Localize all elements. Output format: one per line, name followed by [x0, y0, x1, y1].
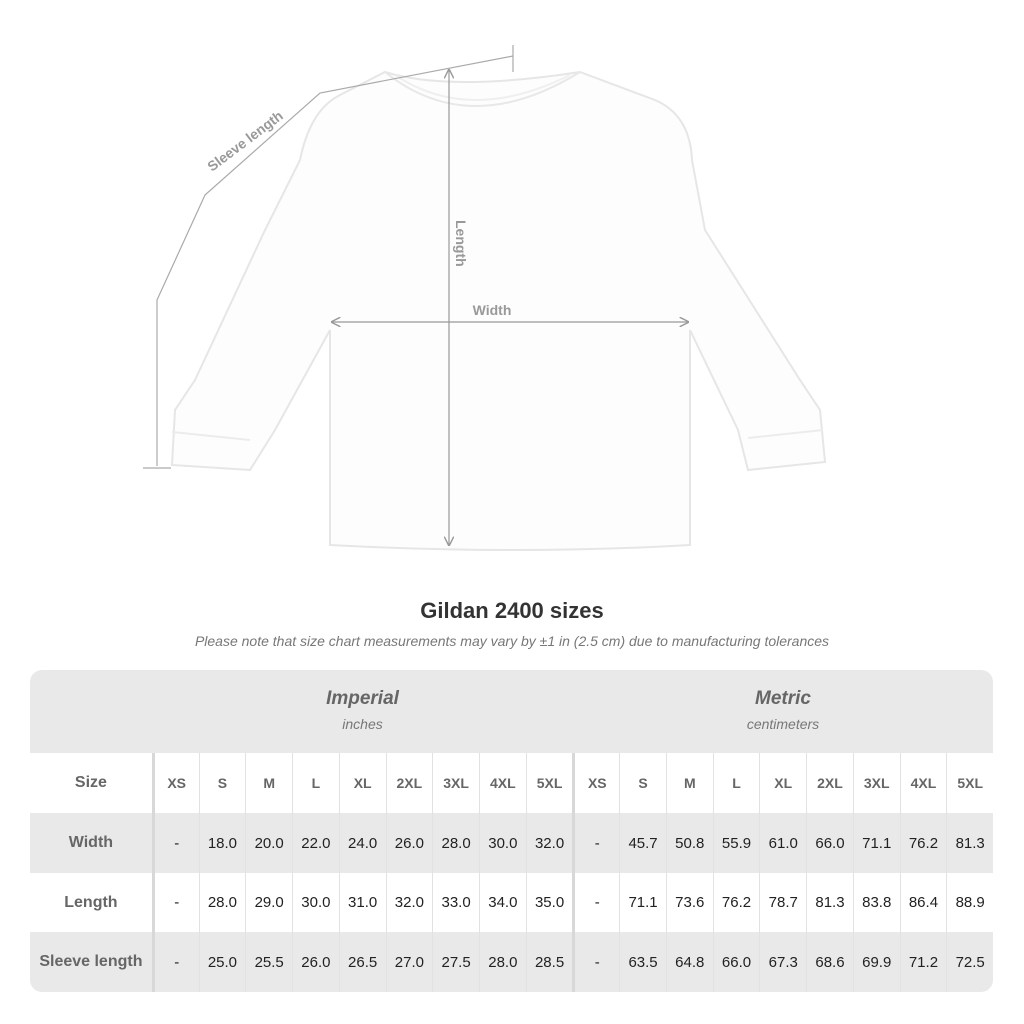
cell-imperial: - — [151, 932, 199, 992]
size-header-metric: 2XL — [806, 753, 853, 813]
size-label: Size — [74, 774, 107, 791]
cell-metric: 63.5 — [619, 932, 666, 992]
cell-metric: 72.5 — [946, 932, 993, 992]
size-header-imperial: S — [198, 753, 246, 813]
cell-metric: 71.1 — [852, 813, 900, 873]
cell-imperial: - — [151, 872, 199, 933]
cell-metric: 67.3 — [759, 932, 806, 992]
cell-imperial: 25.0 — [198, 932, 246, 992]
cell-imperial: 26.0 — [292, 932, 339, 992]
size-header-row: Size XS S M L XL 2XL 3XL 4XL 5XL XS S M L XL 2XL 3XL 4XL 5… — [30, 753, 993, 813]
tolerance-note: Please note that size chart measurements… — [194, 633, 830, 649]
cell-metric: 45.7 — [619, 813, 666, 873]
cell-imperial: 33.0 — [432, 872, 479, 933]
metric-unit: centimeters — [746, 716, 820, 732]
size-table: Imperial inches Metric centimeters Size X… — [30, 670, 993, 992]
imperial-title: Imperial — [326, 688, 399, 709]
cell-metric: 55.9 — [712, 813, 760, 873]
cell-imperial: 32.0 — [385, 872, 433, 933]
cell-metric: 61.0 — [759, 813, 806, 873]
cell-imperial: 22.0 — [292, 813, 339, 873]
cell-metric: 64.8 — [665, 932, 713, 992]
cell-metric: 76.2 — [712, 872, 760, 933]
width-label: Width — [473, 302, 512, 318]
cell-metric: 73.6 — [665, 872, 713, 933]
size-header-imperial: 3XL — [432, 753, 479, 813]
cell-metric: 71.1 — [619, 872, 666, 933]
cell-imperial: 35.0 — [525, 872, 573, 933]
metric-header: Metric centimeters — [573, 688, 993, 732]
length-label: Length — [453, 220, 469, 267]
size-header-metric: XL — [759, 753, 806, 813]
imperial-header: Imperial inches — [152, 688, 573, 732]
cell-metric: 66.0 — [806, 813, 853, 873]
cell-imperial: 34.0 — [478, 872, 526, 933]
units-header — [30, 670, 993, 753]
cell-imperial: 27.0 — [385, 932, 433, 992]
table-row: Sleeve length -25.0 25.5 26.0 26.5 27.0 27.5 28… — [30, 932, 993, 992]
cell-metric: 66.0 — [712, 932, 760, 992]
size-header-imperial: L — [292, 753, 339, 813]
cell-imperial: 29.0 — [245, 872, 292, 933]
cell-imperial: 26.0 — [385, 813, 433, 873]
cell-metric: 71.2 — [899, 932, 947, 992]
size-header-imperial: M — [245, 753, 292, 813]
cell-metric: 76.2 — [899, 813, 947, 873]
size-header-metric: S — [619, 753, 666, 813]
cell-metric: 68.6 — [806, 932, 853, 992]
cell-imperial: 20.0 — [245, 813, 292, 873]
row-label: Width — [68, 834, 114, 851]
size-header-imperial: 4XL — [478, 753, 526, 813]
table-row: Width -18.0 20.0 22.0 24.0 26.0 28.0 30.0 32.0-4… — [30, 813, 993, 873]
cell-metric: - — [572, 813, 619, 873]
cell-imperial: 18.0 — [198, 813, 246, 873]
cell-imperial: 30.0 — [478, 813, 526, 873]
size-header-metric: L — [712, 753, 760, 813]
cell-imperial: 26.5 — [338, 932, 386, 992]
cell-imperial: 28.0 — [198, 872, 246, 933]
cell-imperial: 30.0 — [292, 872, 339, 933]
cell-metric: 86.4 — [899, 872, 947, 933]
cell-imperial: - — [151, 813, 199, 873]
size-header-imperial: XS — [151, 753, 199, 813]
cell-imperial: 27.5 — [432, 932, 479, 992]
cell-metric: 81.3 — [806, 872, 853, 933]
cell-imperial: 32.0 — [525, 813, 573, 873]
size-header-metric: 5XL — [946, 753, 993, 813]
cell-metric: 88.9 — [946, 872, 993, 933]
shirt-image — [170, 70, 827, 551]
table-row: Length -28.0 29.0 30.0 31.0 32.0 33.0 34.0 35.0-… — [30, 872, 993, 933]
cell-metric: 81.3 — [946, 813, 993, 873]
row-label: Sleeve length — [39, 953, 143, 971]
sleeve-label: Sleeve length — [204, 107, 286, 174]
cell-metric: - — [572, 872, 619, 933]
sleeve-measure-line — [143, 45, 514, 469]
size-header-imperial: 5XL — [525, 753, 573, 813]
cell-metric: 50.8 — [665, 813, 713, 873]
cell-metric: 83.8 — [852, 872, 900, 933]
cell-imperial: 28.5 — [525, 932, 573, 992]
size-header-metric: XS — [572, 753, 619, 813]
cell-imperial: 31.0 — [338, 872, 386, 933]
size-header-metric: 4XL — [899, 753, 947, 813]
cell-metric: - — [572, 932, 619, 992]
cell-metric: 69.9 — [852, 932, 900, 992]
cell-imperial: 24.0 — [338, 813, 386, 873]
imperial-unit: inches — [342, 716, 383, 732]
cell-imperial: 25.5 — [245, 932, 292, 992]
metric-title: Metric — [755, 688, 811, 709]
size-header-metric: 3XL — [852, 753, 900, 813]
row-label: Length — [64, 893, 118, 911]
cell-imperial: 28.0 — [432, 813, 479, 873]
size-header-imperial: 2XL — [385, 753, 433, 813]
shirt-diagram: Sleeve length Length Width — [143, 45, 827, 551]
size-header-metric: M — [665, 753, 713, 813]
size-header-imperial: XL — [338, 753, 386, 813]
cell-metric: 78.7 — [759, 872, 806, 933]
page-title: Gildan 2400 sizes — [420, 598, 604, 623]
cell-imperial: 28.0 — [478, 932, 526, 992]
